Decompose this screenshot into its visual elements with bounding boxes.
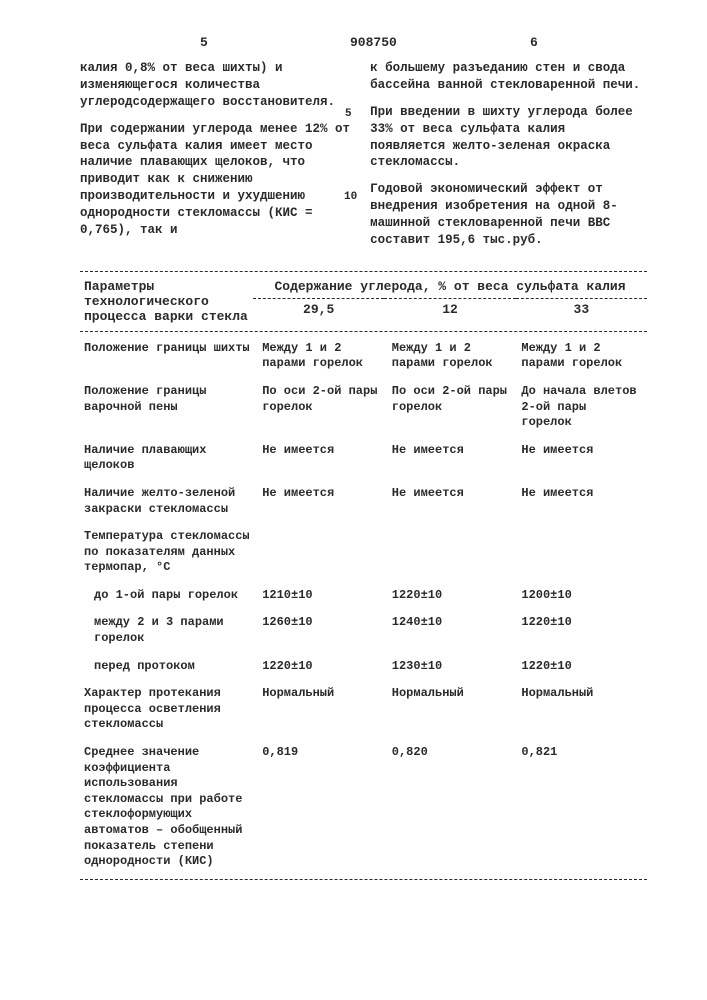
value-cell: Не имеется [517,480,647,523]
value-cell: Не имеется [258,437,388,480]
table-row: Наличие желто-зеленой закраски стекломас… [80,480,647,523]
param-cell: Среднее значение коэффициента использова… [80,739,258,876]
table-head-values: 29,5 12 33 [253,298,647,317]
value-cell: 1260±10 [258,609,388,652]
param-cell: между 2 и 3 парами горелок [80,609,258,652]
page-number-left: 5 [200,35,208,50]
value-cell: 1220±10 [517,653,647,681]
param-cell: Наличие желто-зеленой закраски стекломас… [80,480,258,523]
value-cell: Между 1 и 2 парами горелок [388,335,518,378]
table-rule-top [80,271,647,272]
left-col-p2: При содержании углерода менее 12% от вес… [80,121,352,239]
value-cell: Не имеется [388,437,518,480]
table-row: перед протоком1220±101230±101220±10 [80,653,647,681]
table-rule-mid [80,331,647,332]
table-row: Положение границы шихтыМежду 1 и 2 парам… [80,335,647,378]
table-row: между 2 и 3 парами горелок1260±101240±10… [80,609,647,652]
param-cell: Положение границы шихты [80,335,258,378]
value-cell: Не имеется [388,480,518,523]
value-cell: По оси 2-ой пары горелок [258,378,388,437]
table-row: Положение границы варочной пеныПо оси 2-… [80,378,647,437]
value-cell: Не имеется [517,437,647,480]
document-page: 5 908750 6 калия 0,8% от веса шихты) и и… [0,0,707,913]
value-cell: 1220±10 [258,653,388,681]
value-cell: Нормальный [517,680,647,739]
line-ref-5: 5 [345,108,352,120]
table-head-param: Параметры технологического процесса варк… [80,275,253,328]
param-cell: до 1-ой пары горелок [80,582,258,610]
table-header: Параметры технологического процесса варк… [80,275,647,328]
value-cell [258,523,388,582]
value-cell: Нормальный [258,680,388,739]
col-header-0: 29,5 [253,298,384,317]
line-ref-10: 10 [344,191,357,203]
param-cell: Температура стекломассы по показателям д… [80,523,258,582]
table-row: Среднее значение коэффициента использова… [80,739,647,876]
table-body: Положение границы шихтыМежду 1 и 2 парам… [80,335,647,876]
text-columns: калия 0,8% от веса шихты) и изменяющегос… [80,60,647,259]
value-cell: 1220±10 [388,582,518,610]
col-header-1: 12 [384,298,515,317]
value-cell: Между 1 и 2 парами горелок [517,335,647,378]
right-col-p3: Годовой экономический эффект от внедрени… [370,181,642,249]
value-cell: 0,819 [258,739,388,876]
value-cell: Не имеется [258,480,388,523]
value-cell: 1230±10 [388,653,518,681]
data-table: Параметры технологического процесса варк… [80,271,647,880]
left-col-p1: калия 0,8% от веса шихты) и изменяющегос… [80,60,352,111]
table-row: Характер протекания процесса осветления … [80,680,647,739]
value-cell: 0,820 [388,739,518,876]
value-cell: Нормальный [388,680,518,739]
value-cell: 1240±10 [388,609,518,652]
param-cell: Наличие плавающих щелоков [80,437,258,480]
value-cell: 1210±10 [258,582,388,610]
value-cell: 1220±10 [517,609,647,652]
value-cell [517,523,647,582]
value-cell: Между 1 и 2 парами горелок [258,335,388,378]
left-column: калия 0,8% от веса шихты) и изменяющегос… [80,60,352,259]
table-head-main: Содержание углерода, % от веса сульфата … [253,275,647,298]
document-number: 908750 [350,35,397,50]
param-cell: перед протоком [80,653,258,681]
page-number-right: 6 [530,35,538,50]
param-cell: Положение границы варочной пены [80,378,258,437]
param-cell: Характер протекания процесса осветления … [80,680,258,739]
table-row: Наличие плавающих щелоковНе имеетсяНе им… [80,437,647,480]
value-cell: По оси 2-ой пары горелок [388,378,518,437]
right-column: к большему разъеданию стен и свода бассе… [370,60,642,259]
table-row: до 1-ой пары горелок1210±101220±101200±1… [80,582,647,610]
col-header-2: 33 [516,298,647,317]
value-cell [388,523,518,582]
value-cell: 1200±10 [517,582,647,610]
right-col-p2: При введении в шихту углерода более 33% … [370,104,642,172]
value-cell: 0,821 [517,739,647,876]
table-row: Температура стекломассы по показателям д… [80,523,647,582]
table-rule-bottom [80,879,647,880]
table-head-right: Содержание углерода, % от веса сульфата … [253,275,647,328]
right-col-p1: к большему разъеданию стен и свода бассе… [370,60,642,94]
value-cell: До начала влетов 2-ой пары горелок [517,378,647,437]
